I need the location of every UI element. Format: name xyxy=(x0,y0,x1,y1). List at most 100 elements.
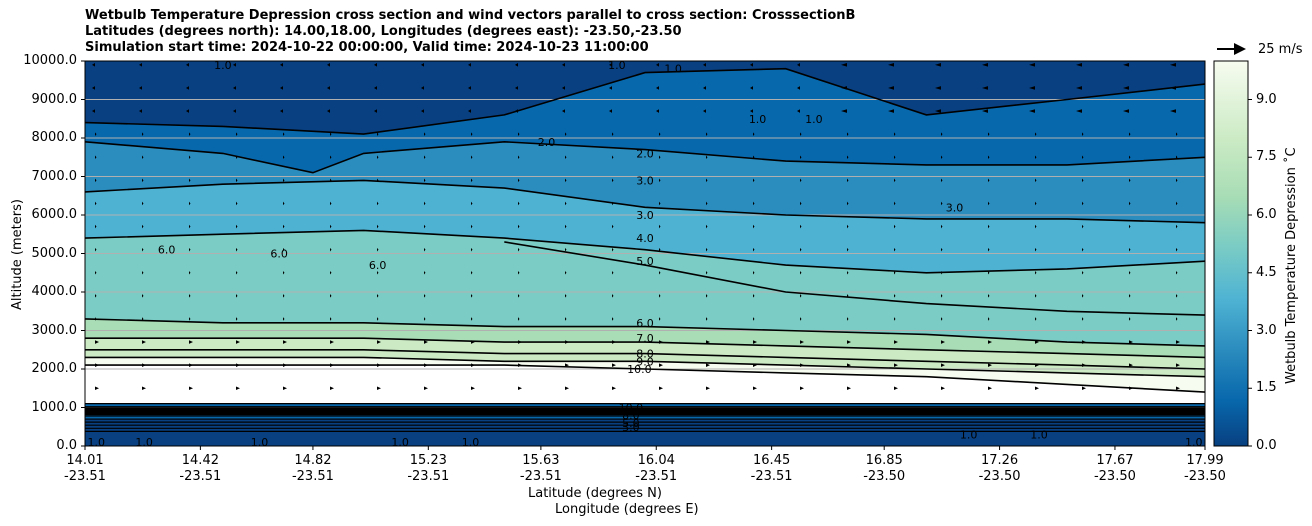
wind-vector xyxy=(847,294,849,298)
contour-label: 1.0 xyxy=(251,436,269,449)
wind-vector xyxy=(706,363,710,367)
wind-vector xyxy=(656,109,659,113)
x-tick-lat: 14.82 xyxy=(294,453,332,468)
wind-vector xyxy=(888,109,894,113)
wind-vector xyxy=(1082,247,1084,252)
wind-vector xyxy=(894,224,896,229)
contour-label: 3.0 xyxy=(636,209,654,222)
wind-vector xyxy=(847,363,851,367)
wind-vector xyxy=(941,317,943,321)
wind-vector xyxy=(189,224,191,229)
x-tick-lat: 16.04 xyxy=(637,453,675,468)
wind-vector xyxy=(1035,224,1037,229)
wind-vector xyxy=(1035,270,1037,275)
contour-label: 1.0 xyxy=(135,436,153,449)
axes xyxy=(81,60,1206,450)
wind-vector xyxy=(609,109,612,113)
wind-vector xyxy=(1129,178,1131,183)
wind-vector xyxy=(327,86,330,90)
wind-vector xyxy=(283,386,287,391)
wind-vector xyxy=(471,155,473,160)
contour-line-10 xyxy=(85,364,1205,393)
wind-vector xyxy=(424,178,426,183)
x-tick-lat: 16.45 xyxy=(753,453,791,468)
wind-vector xyxy=(330,270,332,275)
wind-vector xyxy=(800,132,802,136)
wind-vector xyxy=(797,63,800,67)
wind-vector xyxy=(374,86,377,90)
wind-vector xyxy=(1176,201,1178,206)
wind-vector xyxy=(847,247,849,252)
wind-vector xyxy=(703,109,706,113)
contour-label: 6.0 xyxy=(158,244,176,257)
wind-vector xyxy=(374,109,377,113)
wind-vector xyxy=(95,340,99,344)
wind-vector xyxy=(189,247,191,252)
contour-label: 1.0 xyxy=(1185,436,1203,449)
wind-vector xyxy=(283,201,285,206)
wind-vector xyxy=(1035,247,1037,252)
contour-label: 1.0 xyxy=(608,59,626,72)
wind-vector xyxy=(283,224,285,229)
wind-vector xyxy=(841,63,847,67)
wind-vector xyxy=(894,247,896,252)
y-tick-label: 2000.0 xyxy=(31,361,78,376)
wind-vector xyxy=(471,270,473,275)
wind-vector xyxy=(659,386,663,391)
wind-vector xyxy=(421,109,424,113)
wind-vector xyxy=(1035,363,1039,367)
x-tick-lat: 15.63 xyxy=(522,453,560,468)
wind-vector xyxy=(565,201,567,206)
wind-vector xyxy=(1129,363,1133,367)
wind-vector xyxy=(236,386,240,391)
wind-vector xyxy=(847,178,849,183)
wind-vector xyxy=(659,247,661,252)
x-tick-lon: -23.50 xyxy=(1093,469,1136,484)
wind-vector xyxy=(1076,63,1082,67)
wind-vector xyxy=(471,340,475,344)
wind-vector xyxy=(283,317,285,321)
wind-vector xyxy=(92,63,95,67)
wind-vector xyxy=(95,178,97,183)
contour-label: 1.0 xyxy=(805,113,823,126)
wind-vector xyxy=(471,294,473,298)
colorbar-tick-label: 3.0 xyxy=(1256,322,1277,338)
wind-vector xyxy=(1082,386,1086,391)
wind-vector xyxy=(565,132,567,136)
wind-vector xyxy=(656,63,659,67)
wind-vector xyxy=(142,363,146,367)
wind-vector xyxy=(139,86,142,90)
wind-vector xyxy=(1129,317,1131,321)
contour-lines xyxy=(85,67,1205,432)
wind-vector xyxy=(142,178,144,183)
plot-area: 1.0 1.0 1.0 1.0 1.0 2.0 2.0 3.0 3.0 3.0 4.0 5.0 6.0 6… xyxy=(85,59,1205,449)
wind-vector xyxy=(471,363,475,367)
wind-vector xyxy=(330,247,332,252)
wind-vector xyxy=(236,294,238,298)
x-tick-lat: 17.99 xyxy=(1186,453,1224,468)
wind-vector xyxy=(750,63,753,67)
wind-vector xyxy=(515,63,518,67)
wind-vector xyxy=(982,109,988,113)
wind-vector xyxy=(280,109,283,113)
wind-vector xyxy=(283,363,287,367)
chart-title-line2: Latitudes (degrees north): 14.00,18.00, … xyxy=(85,24,682,39)
wind-vector xyxy=(236,317,238,321)
wind-vector xyxy=(330,201,332,206)
wind-vector xyxy=(706,270,708,275)
wind-vector xyxy=(518,363,522,367)
wind-vector xyxy=(1129,132,1131,136)
wind-vector xyxy=(186,109,189,113)
wind-vector xyxy=(518,386,522,391)
wind-vector xyxy=(565,178,567,183)
wind-vector xyxy=(1129,247,1131,252)
wind-vector xyxy=(1082,132,1084,136)
wind-vector xyxy=(142,386,146,391)
x-tick-lon: -23.50 xyxy=(978,469,1021,484)
wind-vector xyxy=(706,178,708,183)
wind-vector xyxy=(847,386,851,391)
y-tick-label: 6000.0 xyxy=(31,207,78,222)
x-tick-lat: 15.23 xyxy=(409,453,447,468)
wind-vector xyxy=(982,63,988,67)
x-tick-label: 14.42 -23.51 xyxy=(165,453,235,485)
